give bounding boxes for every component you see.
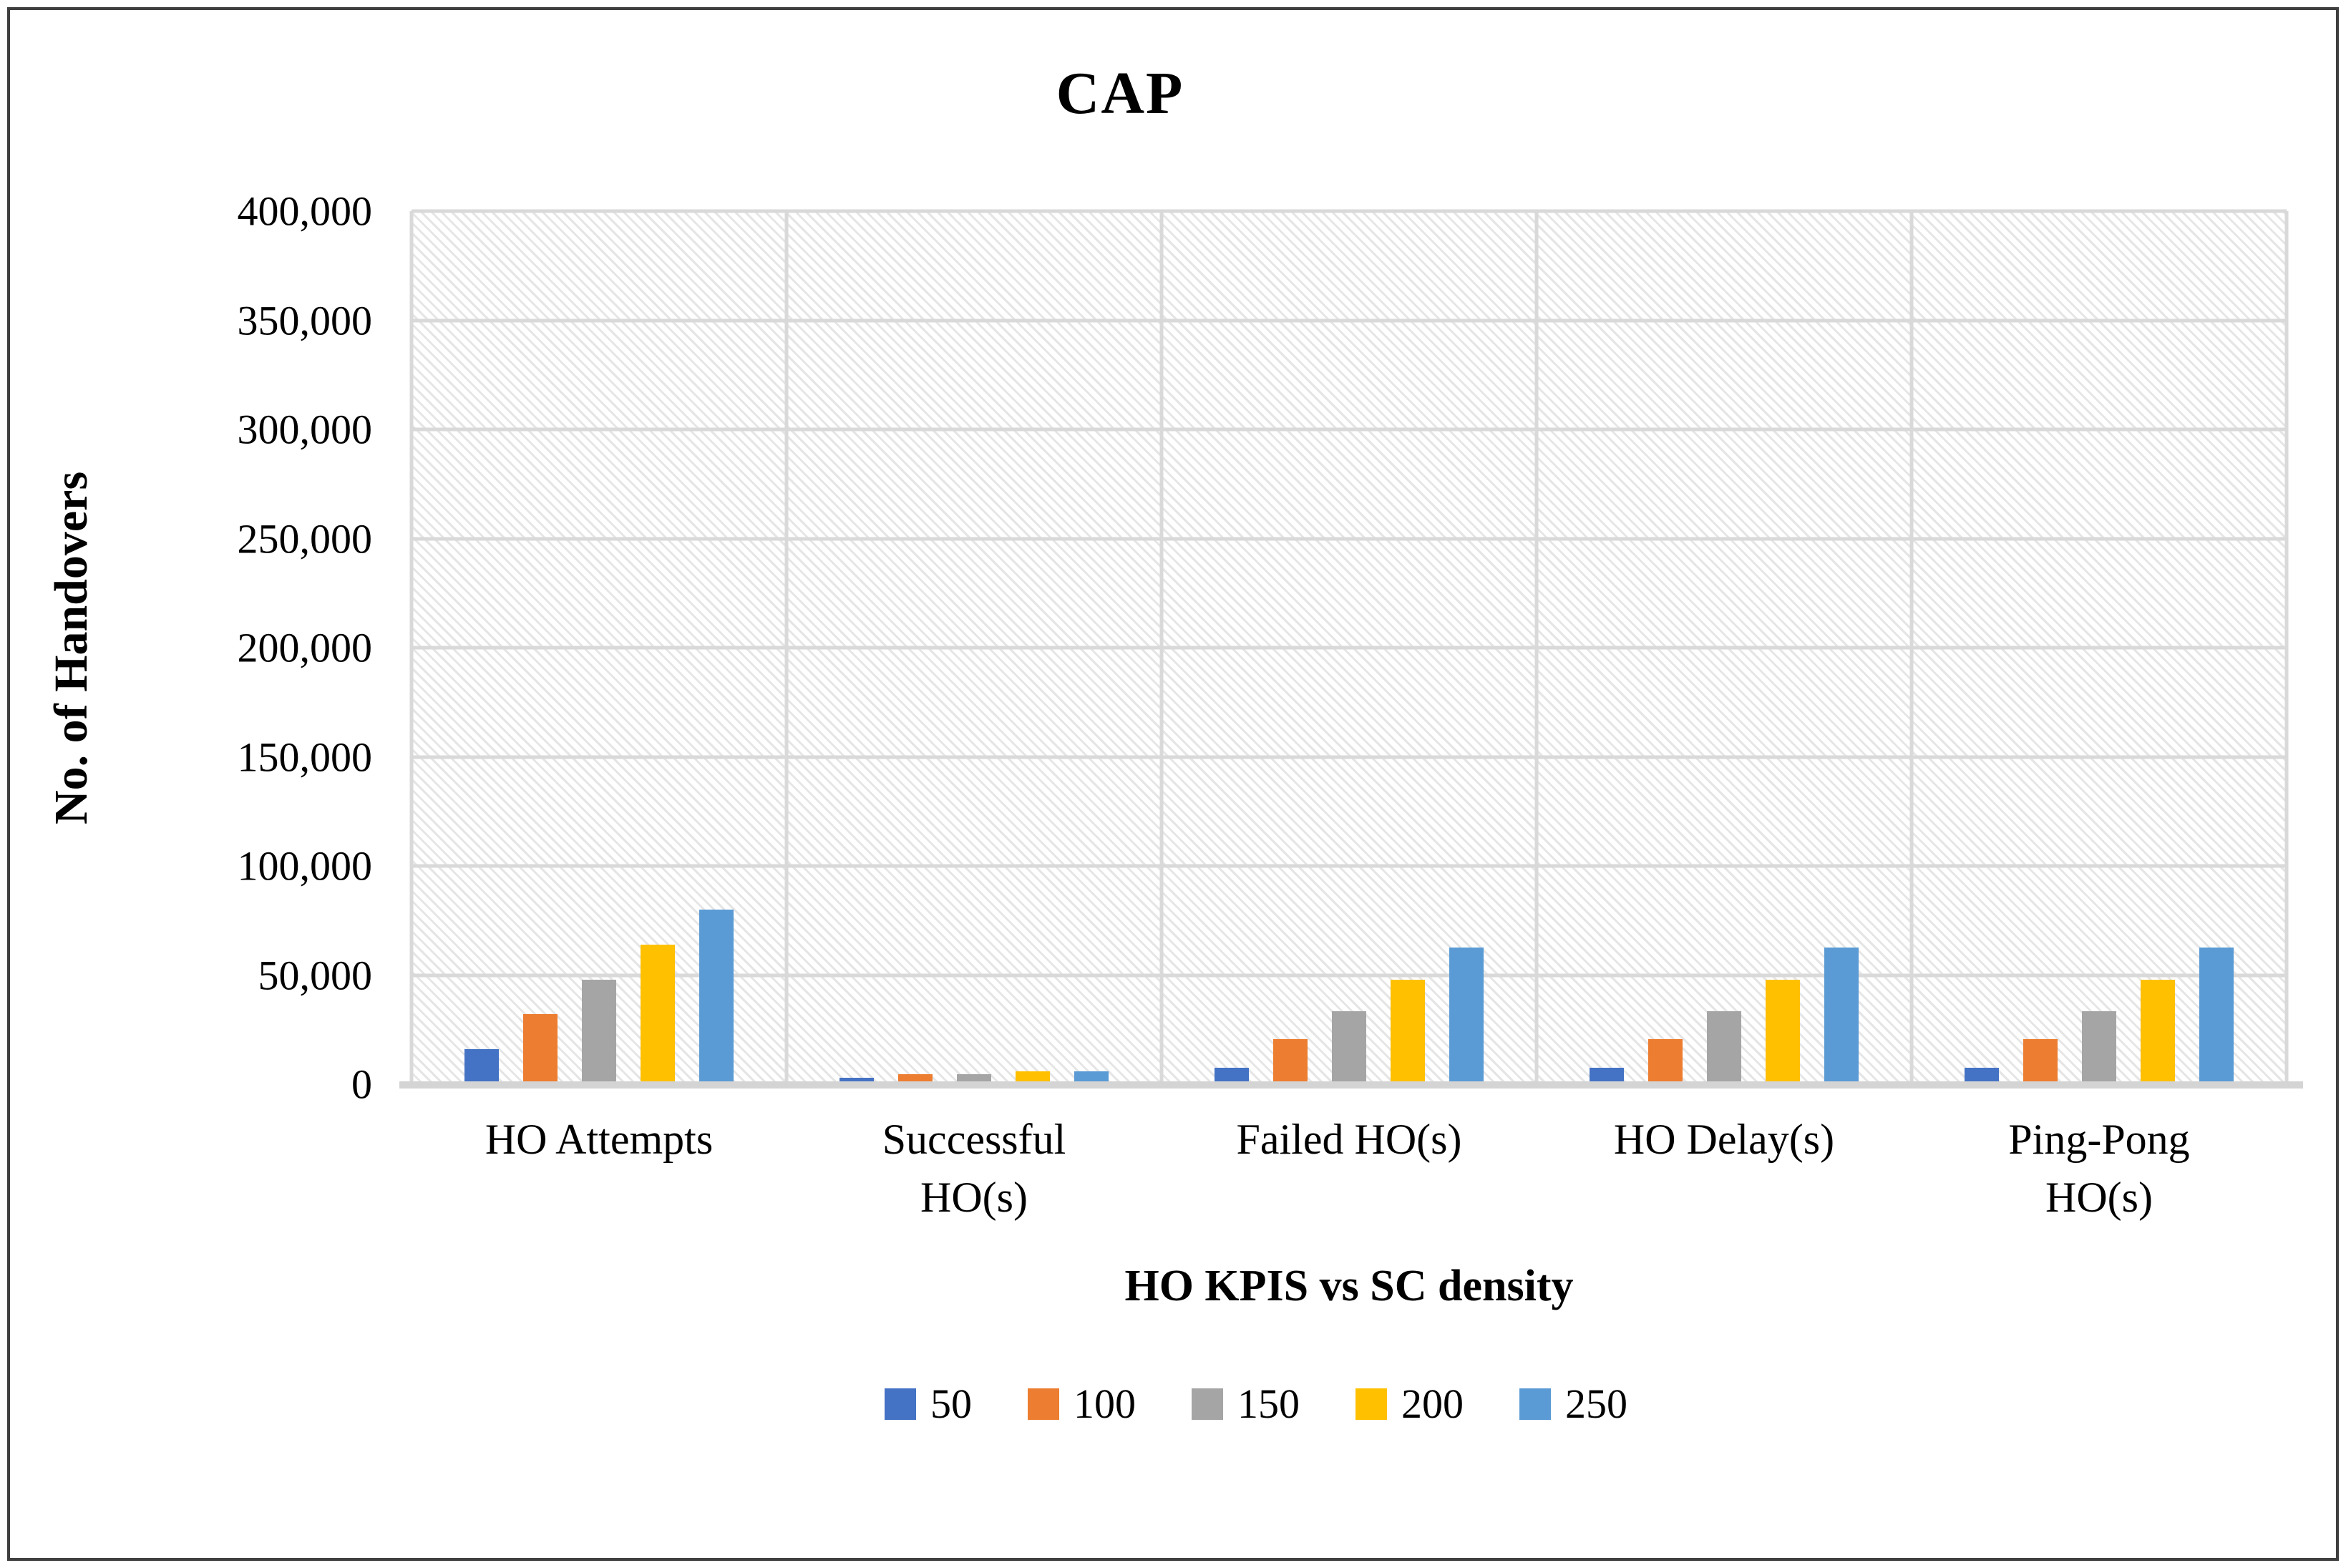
gridline-horizontal <box>412 755 2287 759</box>
bar-failed-ho-s-sc50 <box>1215 1068 1249 1084</box>
bar-ho-delay-s-sc100 <box>1648 1039 1683 1084</box>
bar-ping-pong-ho-s-sc150 <box>2082 1011 2116 1084</box>
y-tick-label-100-000: 100,000 <box>237 842 373 890</box>
bar-ho-attempts-sc250 <box>699 910 734 1084</box>
gridline-vertical <box>1534 211 1539 1084</box>
chart-title: CAP <box>1056 60 1184 127</box>
y-tick-label-400-000: 400,000 <box>237 188 373 235</box>
y-tick-label-350-000: 350,000 <box>237 297 373 344</box>
x-category-label-ping-pong-ho-s: Ping-Pong HO(s) <box>2008 1116 2190 1221</box>
bar-ping-pong-ho-s-sc200 <box>2141 979 2175 1084</box>
bar-failed-ho-s-sc150 <box>1332 1011 1366 1084</box>
bar-group-failed-ho-s <box>1162 211 1537 1084</box>
legend-item-200: 200 <box>1355 1380 1464 1428</box>
gridline-vertical <box>784 211 789 1084</box>
x-axis-category-labels: HO Attempts Successful HO(s) Failed HO(s) H… <box>412 1111 2287 1227</box>
bar-group-ping-pong-ho-s <box>1912 211 2287 1084</box>
legend-label-200: 200 <box>1401 1380 1464 1427</box>
x-category-label-ho-attempts: HO Attempts <box>485 1116 714 1163</box>
bar-group-successful-ho-s <box>787 211 1162 1084</box>
legend-item-100: 100 <box>1028 1380 1136 1428</box>
bar-ho-attempts-sc100 <box>523 1014 558 1084</box>
legend: 50 100 150 200 250 <box>318 1380 2194 1428</box>
bar-ho-attempts-sc50 <box>464 1049 499 1084</box>
bar-successful-ho-s-sc250 <box>1074 1071 1109 1084</box>
legend-label-250: 250 <box>1565 1380 1627 1427</box>
bar-successful-ho-s-sc200 <box>1016 1071 1050 1084</box>
gridline-horizontal <box>412 646 2287 650</box>
x-axis-baseline <box>399 1081 2303 1089</box>
gridline-horizontal <box>412 537 2287 540</box>
bar-ho-attempts-sc150 <box>582 979 616 1084</box>
gridline-vertical <box>409 211 414 1084</box>
gridline-horizontal <box>412 318 2287 322</box>
bar-group-ho-attempts <box>412 211 787 1084</box>
legend-item-50: 50 <box>885 1380 972 1428</box>
plot-area <box>409 209 2289 1084</box>
bar-ping-pong-ho-s-sc100 <box>2023 1039 2058 1084</box>
y-tick-label-300-000: 300,000 <box>237 406 373 453</box>
legend-label-50: 50 <box>930 1380 972 1427</box>
gridline-horizontal <box>412 209 2287 213</box>
legend-swatch-icon <box>1028 1388 1059 1420</box>
y-tick-label-200-000: 200,000 <box>237 624 373 671</box>
bar-ho-attempts-sc200 <box>641 944 675 1084</box>
x-category-label-ho-delay-s: HO Delay(s) <box>1613 1116 1835 1163</box>
bar-ping-pong-ho-s-sc50 <box>1965 1068 1999 1084</box>
legend-item-150: 150 <box>1192 1380 1300 1428</box>
bar-failed-ho-s-sc100 <box>1273 1039 1308 1084</box>
gridline-horizontal <box>412 973 2287 977</box>
x-category-label-successful-ho-s: Successful HO(s) <box>882 1116 1066 1221</box>
legend-swatch-icon <box>1192 1388 1223 1420</box>
gridline-vertical <box>1159 211 1164 1084</box>
bar-ho-delay-s-sc150 <box>1707 1011 1741 1084</box>
bar-failed-ho-s-sc250 <box>1449 948 1484 1084</box>
y-tick-label-50-000: 50,000 <box>258 952 373 998</box>
bar-failed-ho-s-sc200 <box>1391 979 1425 1084</box>
bar-ping-pong-ho-s-sc250 <box>2199 948 2234 1084</box>
legend-swatch-icon <box>885 1388 916 1420</box>
y-tick-label-150-000: 150,000 <box>237 734 373 780</box>
bar-ho-delay-s-sc250 <box>1824 948 1859 1084</box>
legend-label-150: 150 <box>1237 1380 1300 1427</box>
gridline-horizontal <box>412 864 2287 868</box>
y-axis-tick-labels: 400,000 350,000 300,000 250,000 200,000 150,0… <box>0 188 373 1108</box>
y-tick-label-250-000: 250,000 <box>237 515 373 562</box>
bar-successful-ho-s-sc50 <box>839 1077 874 1084</box>
x-axis-title: HO KPIS vs SC density <box>1124 1262 1574 1310</box>
bar-group-ho-delay-s <box>1537 211 1912 1084</box>
x-category-label-failed-ho-s: Failed HO(s) <box>1236 1116 1462 1163</box>
figure-border <box>7 7 2339 1561</box>
gridline-vertical <box>2284 211 2289 1084</box>
y-tick-label-0: 0 <box>351 1061 372 1108</box>
gridline-vertical <box>1909 211 1914 1084</box>
bar-ho-delay-s-sc200 <box>1766 979 1800 1084</box>
legend-swatch-icon <box>1519 1388 1551 1420</box>
legend-label-100: 100 <box>1074 1380 1136 1427</box>
legend-swatch-icon <box>1355 1388 1387 1420</box>
legend-item-250: 250 <box>1519 1380 1627 1428</box>
gridline-horizontal <box>412 427 2287 432</box>
bar-ho-delay-s-sc50 <box>1590 1068 1624 1084</box>
